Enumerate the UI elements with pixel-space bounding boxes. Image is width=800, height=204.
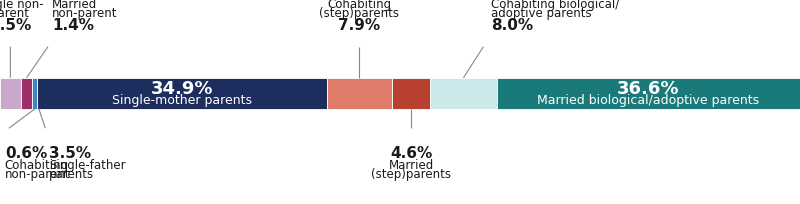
Bar xyxy=(392,78,430,109)
Text: Cohabiting: Cohabiting xyxy=(327,0,391,11)
Text: 0.6%: 0.6% xyxy=(5,146,47,161)
Text: 4.6%: 4.6% xyxy=(390,146,432,161)
Bar xyxy=(326,78,392,109)
Text: parents: parents xyxy=(50,168,94,181)
Text: Cohabiting: Cohabiting xyxy=(5,159,69,172)
Text: 3.5%: 3.5% xyxy=(50,146,91,161)
Text: Cohabiting biological/: Cohabiting biological/ xyxy=(491,0,620,11)
Text: 1.4%: 1.4% xyxy=(52,18,94,33)
Text: Married biological/adoptive parents: Married biological/adoptive parents xyxy=(538,94,759,107)
Text: 8.0%: 8.0% xyxy=(491,18,534,33)
Text: non-parent: non-parent xyxy=(52,7,118,20)
Text: Married: Married xyxy=(52,0,98,11)
Bar xyxy=(32,78,38,109)
Text: (step)parents: (step)parents xyxy=(371,168,451,181)
Text: (step)parents: (step)parents xyxy=(319,7,399,20)
Text: Married: Married xyxy=(389,159,434,172)
Bar xyxy=(497,78,800,109)
Bar xyxy=(38,78,326,109)
Bar xyxy=(0,78,21,109)
Text: non-parent: non-parent xyxy=(5,168,70,181)
Text: parent: parent xyxy=(0,7,30,20)
Text: 36.6%: 36.6% xyxy=(617,80,679,98)
Text: 2.5%: 2.5% xyxy=(0,18,31,33)
Bar xyxy=(21,78,32,109)
Bar xyxy=(430,78,497,109)
Text: 7.9%: 7.9% xyxy=(338,18,381,33)
Text: Single-father: Single-father xyxy=(50,159,126,172)
Text: 34.9%: 34.9% xyxy=(150,80,214,98)
Text: Single-mother parents: Single-mother parents xyxy=(112,94,252,107)
Text: adoptive parents: adoptive parents xyxy=(491,7,592,20)
Text: Single non-: Single non- xyxy=(0,0,44,11)
